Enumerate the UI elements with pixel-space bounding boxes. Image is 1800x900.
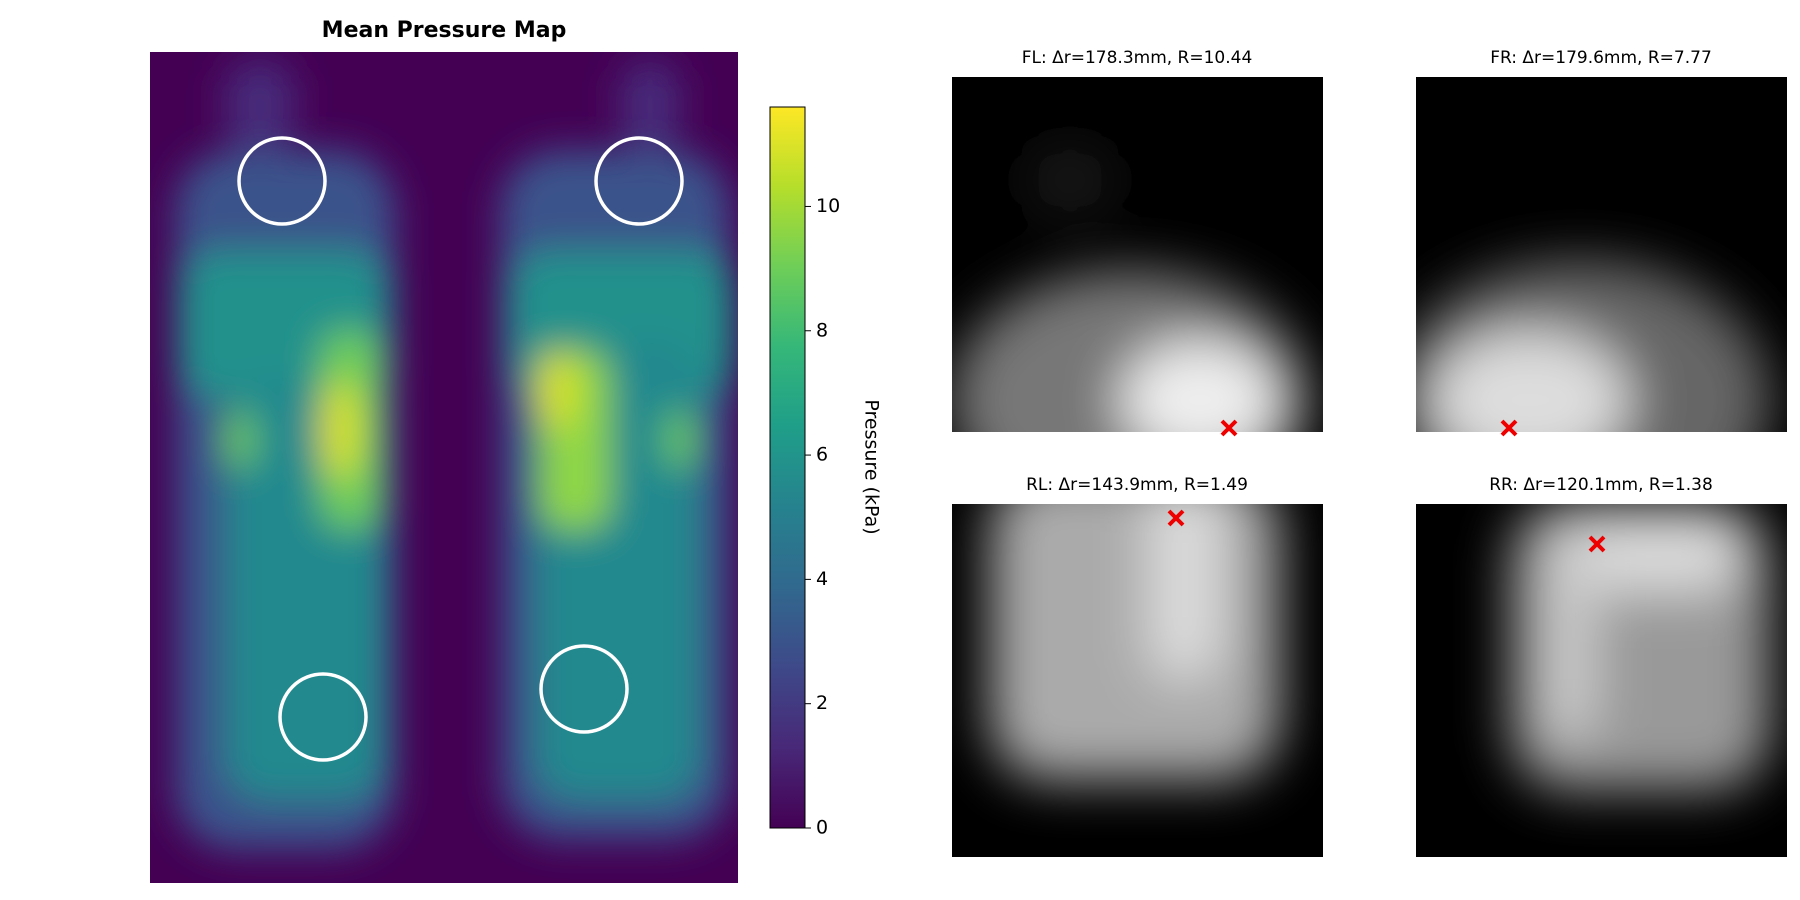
colorbar-tick-label: 10 bbox=[816, 195, 840, 217]
colorbar-tick-label: 2 bbox=[816, 692, 828, 714]
heatmap bbox=[150, 52, 738, 883]
fr-image bbox=[1416, 77, 1787, 432]
colorbar-tick-label: 0 bbox=[816, 817, 828, 839]
colorbar-ticks: 0 2 4 6 8 10 bbox=[805, 195, 840, 839]
colorbar-tick-label: 8 bbox=[816, 319, 828, 341]
subplot-title: FL: Δr=178.3mm, R=10.44 bbox=[1022, 48, 1253, 68]
colorbar-label: Pressure (kPa) bbox=[861, 399, 883, 534]
fl-image bbox=[952, 77, 1323, 432]
subplot-title: RL: Δr=143.9mm, R=1.49 bbox=[1026, 475, 1248, 495]
rr-image bbox=[1416, 504, 1787, 857]
region-circles bbox=[237, 136, 684, 762]
colorbar-tick-label: 6 bbox=[816, 444, 828, 466]
colorbar-tick-label: 4 bbox=[816, 568, 828, 590]
colorbar bbox=[769, 106, 806, 829]
subplot-title: FR: Δr=179.6mm, R=7.77 bbox=[1490, 48, 1712, 68]
rl-image bbox=[952, 504, 1323, 857]
heatmap-title: Mean Pressure Map bbox=[322, 18, 567, 43]
peak-markers bbox=[1167, 419, 1606, 553]
subplot-title: RR: Δr=120.1mm, R=1.38 bbox=[1489, 475, 1713, 495]
